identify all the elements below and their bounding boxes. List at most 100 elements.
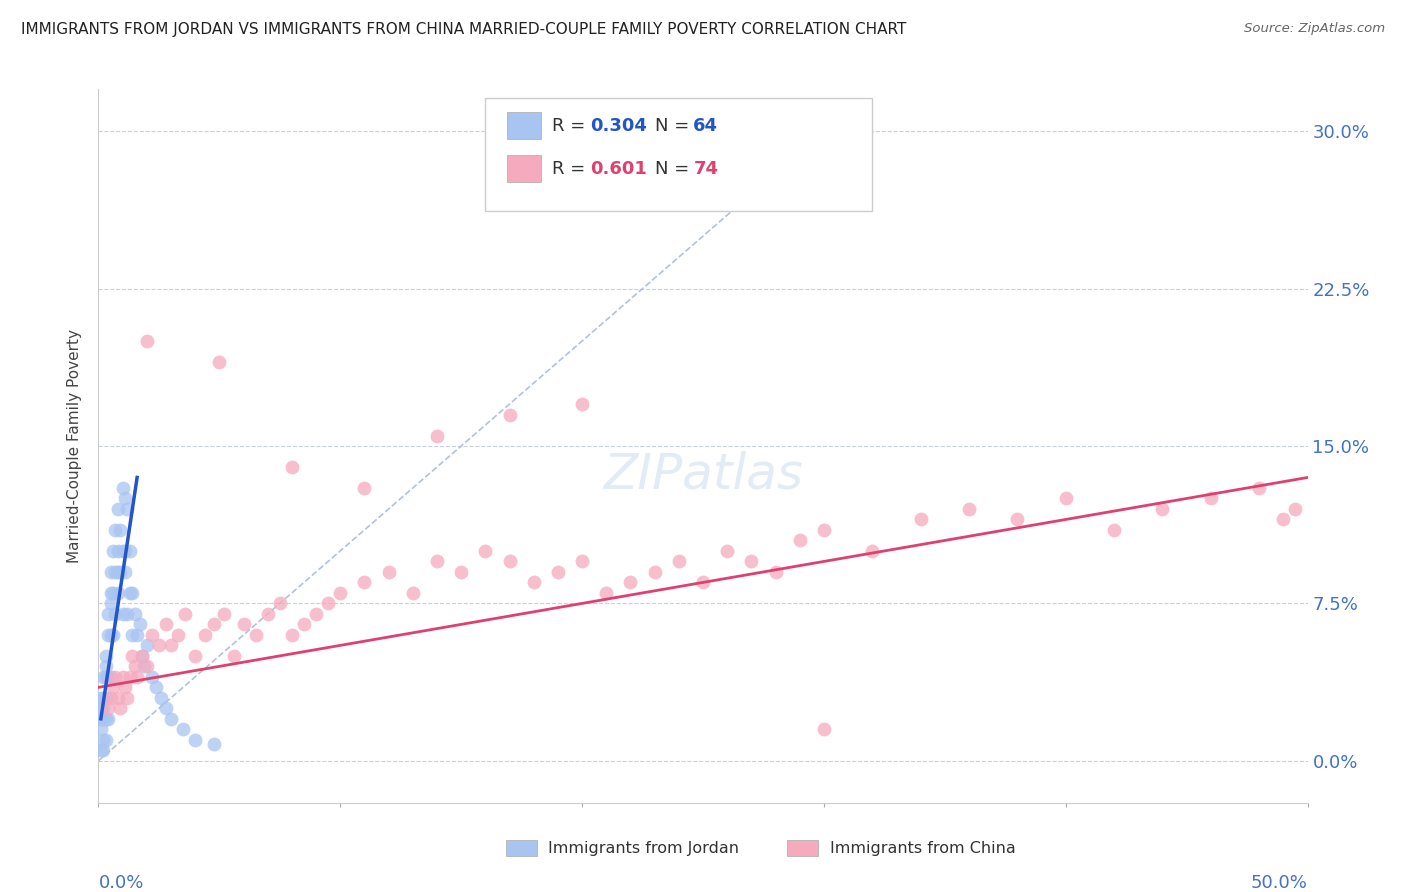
Point bbox=[127, 670, 149, 684]
Point bbox=[316, 596, 339, 610]
Point bbox=[1284, 502, 1306, 516]
Point bbox=[104, 607, 127, 621]
Point bbox=[121, 648, 143, 663]
Point bbox=[194, 628, 217, 642]
Point bbox=[547, 565, 569, 579]
Point bbox=[426, 554, 449, 568]
Point bbox=[111, 544, 134, 558]
Point bbox=[91, 690, 114, 705]
Point bbox=[107, 586, 129, 600]
Point bbox=[114, 491, 136, 506]
Point bbox=[619, 575, 641, 590]
Point bbox=[402, 586, 425, 600]
Point bbox=[1152, 502, 1174, 516]
Point bbox=[1249, 481, 1271, 495]
Point bbox=[595, 586, 617, 600]
Text: 64: 64 bbox=[693, 117, 718, 135]
Point bbox=[765, 565, 787, 579]
Text: IMMIGRANTS FROM JORDAN VS IMMIGRANTS FROM CHINA MARRIED-COUPLE FAMILY POVERTY CO: IMMIGRANTS FROM JORDAN VS IMMIGRANTS FRO… bbox=[21, 22, 907, 37]
Point bbox=[117, 607, 139, 621]
Text: N =: N = bbox=[655, 161, 695, 178]
Point bbox=[100, 586, 122, 600]
Point bbox=[135, 639, 157, 653]
Point bbox=[135, 659, 157, 673]
Point bbox=[111, 670, 134, 684]
Point bbox=[329, 586, 352, 600]
Point bbox=[145, 681, 167, 695]
FancyBboxPatch shape bbox=[508, 155, 541, 182]
Point bbox=[131, 648, 153, 663]
Point bbox=[108, 565, 131, 579]
Text: 0.601: 0.601 bbox=[591, 161, 647, 178]
Point bbox=[860, 544, 883, 558]
Point bbox=[204, 737, 226, 751]
Text: 0.304: 0.304 bbox=[591, 117, 647, 135]
Point bbox=[97, 607, 120, 621]
Point bbox=[167, 628, 190, 642]
Point bbox=[90, 712, 112, 726]
Point bbox=[127, 628, 149, 642]
Point bbox=[121, 586, 143, 600]
Point bbox=[124, 659, 146, 673]
Point bbox=[150, 690, 173, 705]
Point bbox=[1054, 491, 1077, 506]
Point bbox=[571, 554, 593, 568]
Point bbox=[498, 408, 520, 422]
Point bbox=[111, 481, 134, 495]
Point bbox=[1007, 512, 1029, 526]
FancyBboxPatch shape bbox=[508, 112, 541, 139]
Point bbox=[90, 701, 112, 715]
Point bbox=[292, 617, 315, 632]
Point bbox=[668, 554, 690, 568]
Point bbox=[97, 712, 120, 726]
Point bbox=[107, 690, 129, 705]
Point bbox=[740, 554, 762, 568]
Point bbox=[184, 732, 207, 747]
Point bbox=[94, 690, 117, 705]
Point bbox=[184, 648, 207, 663]
Point bbox=[94, 732, 117, 747]
Point bbox=[1272, 512, 1295, 526]
Point bbox=[101, 628, 124, 642]
Point bbox=[281, 628, 304, 642]
Point bbox=[571, 397, 593, 411]
Text: Source: ZipAtlas.com: Source: ZipAtlas.com bbox=[1244, 22, 1385, 36]
Point bbox=[104, 565, 127, 579]
Point bbox=[100, 670, 122, 684]
Point bbox=[1102, 523, 1125, 537]
Point bbox=[644, 565, 666, 579]
Point bbox=[910, 512, 932, 526]
Point bbox=[114, 544, 136, 558]
Point bbox=[281, 460, 304, 475]
Point bbox=[353, 575, 375, 590]
Point bbox=[94, 659, 117, 673]
Point bbox=[91, 670, 114, 684]
Point bbox=[94, 670, 117, 684]
Point bbox=[107, 565, 129, 579]
Point bbox=[128, 617, 150, 632]
Point bbox=[111, 607, 134, 621]
Point bbox=[90, 743, 112, 757]
Point bbox=[141, 628, 163, 642]
Point bbox=[160, 639, 183, 653]
Point bbox=[134, 659, 156, 673]
Point bbox=[124, 607, 146, 621]
Text: 50.0%: 50.0% bbox=[1251, 874, 1308, 892]
Point bbox=[135, 334, 157, 348]
Point bbox=[716, 544, 738, 558]
Point bbox=[100, 690, 122, 705]
Point bbox=[117, 690, 139, 705]
Point bbox=[104, 670, 127, 684]
Point bbox=[100, 596, 122, 610]
Point bbox=[377, 565, 399, 579]
Point bbox=[141, 670, 163, 684]
Point bbox=[107, 544, 129, 558]
Point bbox=[1199, 491, 1222, 506]
Y-axis label: Married-Couple Family Poverty: Married-Couple Family Poverty bbox=[67, 329, 83, 563]
Point bbox=[957, 502, 980, 516]
Point bbox=[114, 681, 136, 695]
Point bbox=[91, 743, 114, 757]
Text: ZIPatlas: ZIPatlas bbox=[603, 450, 803, 499]
Point bbox=[94, 648, 117, 663]
Point bbox=[97, 628, 120, 642]
